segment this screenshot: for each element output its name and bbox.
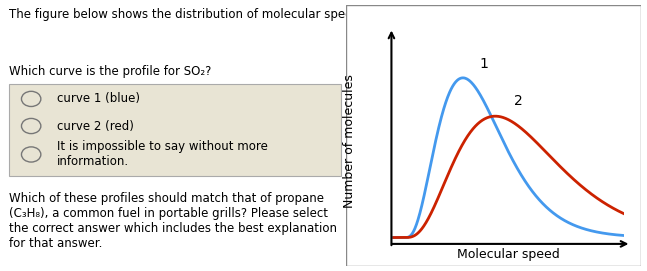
Text: 2: 2: [514, 94, 522, 108]
Text: Which curve is the profile for SO₂?: Which curve is the profile for SO₂?: [8, 65, 211, 78]
Text: It is impossible to say without more
information.: It is impossible to say without more inf…: [57, 140, 268, 169]
FancyBboxPatch shape: [8, 84, 341, 176]
Text: 1: 1: [479, 57, 488, 72]
X-axis label: Molecular speed: Molecular speed: [457, 248, 559, 261]
Text: curve 2 (red): curve 2 (red): [57, 120, 134, 133]
Text: Which of these profiles should match that of propane
(C₃H₈), a common fuel in po: Which of these profiles should match tha…: [8, 192, 336, 250]
Text: curve 1 (blue): curve 1 (blue): [57, 92, 140, 105]
Text: Number of molecules: Number of molecules: [343, 74, 356, 208]
Text: The figure below shows the distribution of molecular speeds of CO₂ and SO₂ molec: The figure below shows the distribution …: [8, 8, 574, 21]
FancyBboxPatch shape: [346, 5, 641, 266]
